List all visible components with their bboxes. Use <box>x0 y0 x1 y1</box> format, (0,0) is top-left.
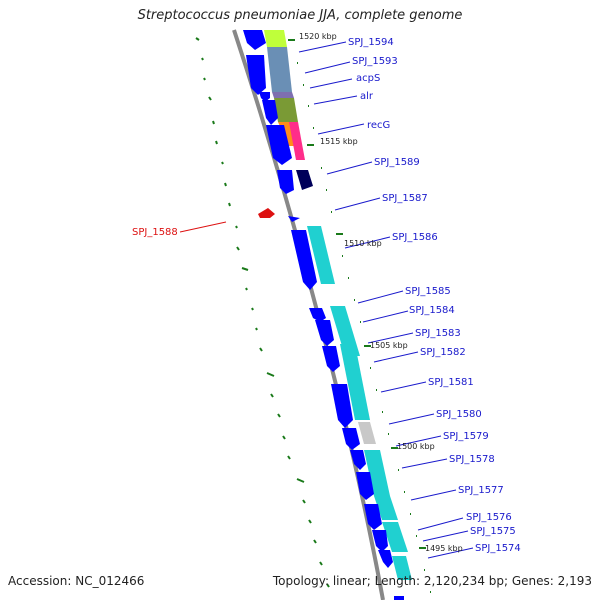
gene-label[interactable]: SPJ_1584 <box>409 305 455 316</box>
gene-label[interactable]: SPJ_1587 <box>382 193 428 204</box>
scale-label: 1515 kbp <box>320 137 358 146</box>
genome-title: Streptococcus pneumoniae JJA, complete g… <box>137 8 463 23</box>
feature-color-band <box>264 30 412 580</box>
gene-label[interactable]: SPJ_1586 <box>392 232 438 243</box>
gene-label[interactable]: recG <box>367 120 390 131</box>
gene-label-spj-1588[interactable]: SPJ_1588 <box>132 227 178 238</box>
gene-label[interactable]: SPJ_1582 <box>420 347 466 358</box>
gene-label[interactable]: SPJ_1580 <box>436 409 482 420</box>
spj-1588-leader <box>179 221 227 233</box>
gene-label[interactable]: SPJ_1578 <box>449 454 495 465</box>
scale-label: 1520 kbp <box>299 32 337 41</box>
accession-text: Accession: NC_012466 <box>8 574 145 588</box>
gene-label[interactable]: SPJ_1574 <box>475 543 521 554</box>
gene-label[interactable]: SPJ_1575 <box>470 526 516 537</box>
gene-label[interactable]: SPJ_1594 <box>348 37 394 48</box>
left-tick-track <box>195 37 330 588</box>
gene-label[interactable]: SPJ_1577 <box>458 485 504 496</box>
gene-spj-1588-marker <box>258 208 275 218</box>
gene-label[interactable]: SPJ_1581 <box>428 377 474 388</box>
right-tick-track <box>288 39 431 593</box>
gene-label[interactable]: SPJ_1583 <box>415 328 461 339</box>
gene-label[interactable]: SPJ_1576 <box>466 512 512 523</box>
gene-arrows <box>243 30 404 600</box>
gene-label[interactable]: SPJ_1589 <box>374 157 420 168</box>
scale-label: 1495 kbp <box>425 544 463 553</box>
scale-label: 1505 kbp <box>370 341 408 350</box>
gene-label[interactable]: SPJ_1593 <box>352 56 398 67</box>
gene-label[interactable]: acpS <box>356 73 380 84</box>
gene-label[interactable]: SPJ_1585 <box>405 286 451 297</box>
genome-summary-text: Topology: linear; Length: 2,120,234 bp; … <box>272 574 592 588</box>
gene-label[interactable]: alr <box>360 91 374 102</box>
gene-label[interactable]: SPJ_1579 <box>443 431 489 442</box>
genome-backbone <box>232 29 385 600</box>
scale-label: 1510 kbp <box>344 239 382 248</box>
label-leader-lines <box>298 41 474 559</box>
scale-label: 1500 kbp <box>397 442 435 451</box>
